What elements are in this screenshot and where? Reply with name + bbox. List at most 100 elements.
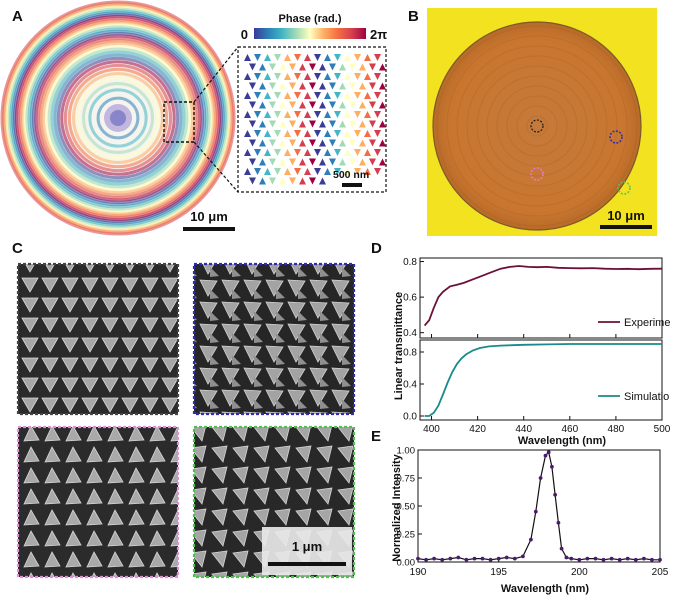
d-ytick-label: 0.6 xyxy=(403,293,417,304)
inset-triangle xyxy=(369,139,376,147)
inset-triangle xyxy=(379,63,386,71)
inset-triangle xyxy=(289,63,296,71)
d-xtick-label: 440 xyxy=(515,424,532,435)
inset-triangle xyxy=(369,158,376,166)
inset-triangle xyxy=(334,168,341,175)
inset-triangle xyxy=(284,92,291,99)
inset-triangle xyxy=(249,139,256,147)
inset-triangle xyxy=(324,92,331,99)
e-data-point xyxy=(585,556,590,561)
inset-triangle xyxy=(294,54,301,61)
colorbar-max: 2π xyxy=(370,27,387,42)
zoom-line-top xyxy=(193,46,239,103)
inset-triangle xyxy=(329,82,336,90)
e-data-point xyxy=(546,450,551,455)
e-data-point xyxy=(642,556,646,561)
e-data-point xyxy=(601,557,606,562)
inset-triangle xyxy=(249,63,256,71)
inset-triangle xyxy=(364,130,371,137)
inset-triangle xyxy=(289,82,296,90)
inset-triangle xyxy=(334,54,341,61)
inset-triangle xyxy=(344,73,351,80)
inset-triangle xyxy=(254,168,261,175)
inset-triangle xyxy=(284,111,291,118)
d-ytick-label: 0.8 xyxy=(403,257,417,268)
d-ytick-label: 0.0 xyxy=(403,412,417,423)
colorbar-title: Phase (rad.) xyxy=(279,13,342,25)
inset-triangle xyxy=(304,73,311,80)
d-series-experiment xyxy=(423,265,663,327)
e-data-point xyxy=(416,556,420,561)
phase-ring xyxy=(88,88,148,148)
panel-a-scale-bar xyxy=(183,227,235,231)
inset-triangle xyxy=(249,82,256,90)
inset-triangle xyxy=(299,177,306,185)
inset-triangle xyxy=(279,120,286,128)
inset-triangle xyxy=(374,54,381,61)
inset-triangle xyxy=(294,111,301,118)
e-data-point xyxy=(533,509,538,514)
inset-triangle xyxy=(334,92,341,99)
inset-triangle xyxy=(374,168,381,175)
inset-triangle xyxy=(364,54,371,61)
inset-triangle xyxy=(364,111,371,118)
inset-triangle xyxy=(259,82,266,90)
inset-triangle xyxy=(269,82,276,90)
inset-triangle xyxy=(274,54,281,61)
inset-triangle xyxy=(249,177,256,185)
inset-triangle xyxy=(344,92,351,99)
inset-triangle xyxy=(284,149,291,156)
inset-triangle xyxy=(244,149,251,156)
inset-triangle xyxy=(349,63,356,71)
inset-triangle xyxy=(304,130,311,137)
sem-image-pink xyxy=(16,425,180,579)
inset-triangle xyxy=(284,54,291,61)
inset-triangle xyxy=(329,158,336,166)
phase-ring xyxy=(3,3,233,233)
inset-triangle xyxy=(294,149,301,156)
e-data-point xyxy=(480,556,485,561)
marker-center xyxy=(530,119,544,133)
inset-triangle xyxy=(379,139,386,147)
phase-ring xyxy=(23,23,213,213)
panel-b-scale-bar xyxy=(600,225,652,229)
inset-triangle xyxy=(264,92,271,99)
marker-pink xyxy=(530,167,544,181)
inset-triangle xyxy=(359,120,366,128)
inset-triangle xyxy=(354,54,361,61)
inset-triangle xyxy=(369,101,376,109)
inset-triangle xyxy=(279,139,286,147)
phase-ring xyxy=(50,50,186,186)
d-xlabel: Wavelength (nm) xyxy=(518,435,607,447)
disk-ring xyxy=(516,105,558,147)
d-xtick-label: 480 xyxy=(608,424,625,435)
inset-triangle xyxy=(339,120,346,128)
inset-triangle xyxy=(244,92,251,99)
phase-ring xyxy=(67,67,169,169)
inset-triangle xyxy=(279,177,286,185)
disk-ring xyxy=(436,25,638,227)
inset-triangle xyxy=(264,111,271,118)
phase-ring xyxy=(96,96,140,140)
inset-triangle xyxy=(314,92,321,99)
phase-ring xyxy=(36,36,200,200)
inset-triangle xyxy=(294,92,301,99)
d-axes-frame-1 xyxy=(419,339,663,421)
inset-triangle xyxy=(329,63,336,71)
inset-triangle xyxy=(264,130,271,137)
inset-triangle xyxy=(294,130,301,137)
phase-ring xyxy=(16,16,220,220)
phase-ring xyxy=(11,11,225,225)
inset-triangle xyxy=(289,101,296,109)
inset-triangle xyxy=(339,82,346,90)
inset-triangle xyxy=(264,149,271,156)
inset-triangle xyxy=(344,149,351,156)
e-xtick-label: 200 xyxy=(571,567,588,578)
d-ytick-label: 0.8 xyxy=(403,348,417,359)
e-xtick-label: 205 xyxy=(652,567,669,578)
inset-triangle xyxy=(304,149,311,156)
inset-triangle xyxy=(274,168,281,175)
panel-label-b: B xyxy=(408,8,419,25)
inset-triangle xyxy=(324,130,331,137)
inset-triangle xyxy=(344,168,351,175)
